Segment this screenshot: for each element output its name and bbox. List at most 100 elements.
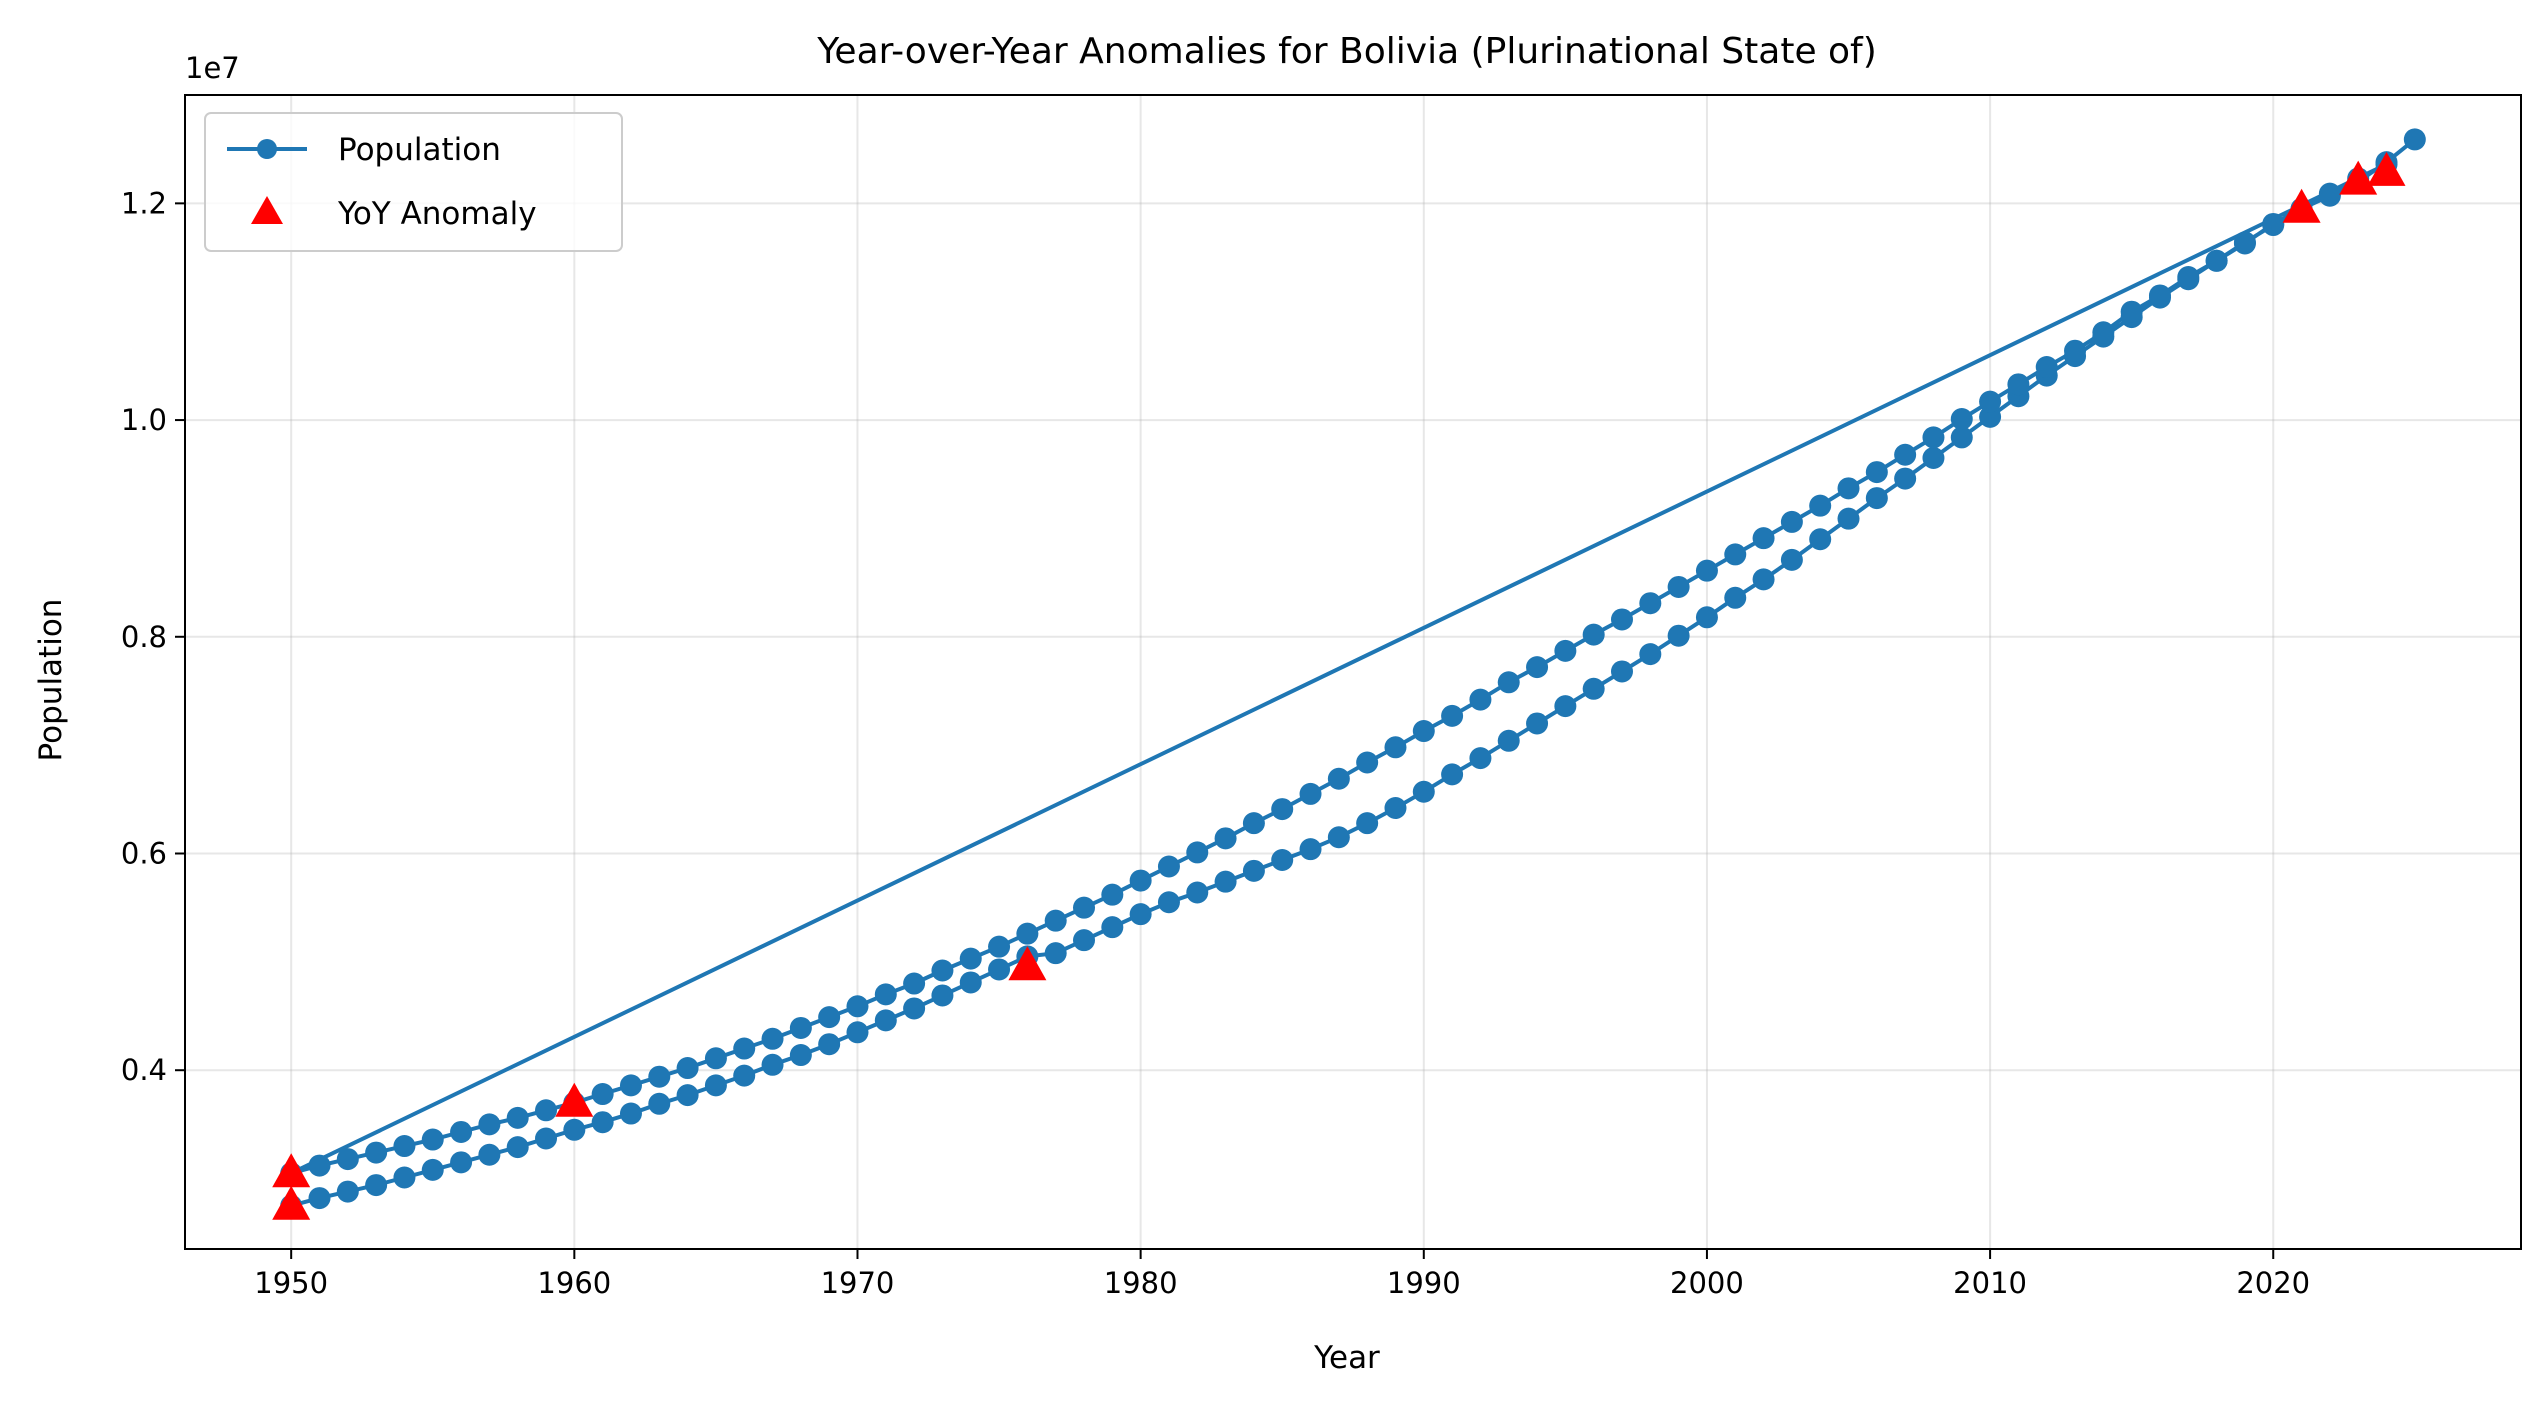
population-point — [1412, 720, 1435, 743]
y-tick-label: 0.4 — [121, 1053, 167, 1087]
x-tick-label: 1950 — [254, 1266, 328, 1300]
anomaly-point — [272, 1185, 311, 1220]
population-point — [1412, 780, 1435, 803]
anomaly-point — [2339, 160, 2378, 195]
population-point — [931, 984, 954, 1007]
population-point — [846, 995, 869, 1018]
population-point — [761, 1027, 784, 1050]
population-point — [874, 1009, 897, 1032]
population-point — [1526, 656, 1549, 679]
population-point — [1695, 559, 1718, 582]
population-point — [1950, 407, 1973, 430]
population-point — [535, 1099, 558, 1122]
x-tick-label: 2000 — [1670, 1266, 1744, 1300]
population-point — [1695, 606, 1718, 629]
population-point — [2233, 232, 2256, 255]
population-point — [676, 1084, 699, 1107]
population-point — [1865, 487, 1888, 510]
anomaly-point — [2282, 188, 2321, 223]
x-axis-label: Year — [1313, 1340, 1380, 1376]
grid — [185, 95, 2521, 1249]
population-point — [1865, 461, 1888, 484]
population-point — [704, 1074, 727, 1097]
population-point — [1441, 704, 1464, 727]
population-point — [336, 1180, 359, 1203]
series-anomaly-markers — [272, 151, 2406, 1220]
population-point — [2262, 212, 2285, 235]
population-point — [2007, 373, 2030, 396]
population-point — [903, 972, 926, 995]
legend-box — [204, 112, 623, 252]
population-point — [1073, 929, 1096, 952]
population-point — [619, 1074, 642, 1097]
population-point — [704, 1047, 727, 1070]
population-point — [1469, 688, 1492, 711]
population-point — [535, 1127, 558, 1150]
population-point — [1497, 729, 1520, 752]
population-point — [2092, 321, 2115, 344]
population-point — [308, 1187, 331, 1210]
population-point — [648, 1092, 671, 1115]
population-point — [450, 1120, 473, 1143]
population-point — [1526, 712, 1549, 735]
population-point — [1922, 426, 1945, 449]
x-tick-label: 1980 — [1104, 1266, 1178, 1300]
population-point — [1837, 507, 1860, 530]
population-point — [1242, 859, 1265, 882]
population-point — [648, 1065, 671, 1088]
y-tick-label: 0.8 — [121, 620, 167, 654]
population-point — [1327, 767, 1350, 790]
population-point — [506, 1106, 529, 1129]
population-point — [506, 1136, 529, 1159]
population-point — [1129, 869, 1152, 892]
population-point — [2035, 355, 2058, 378]
y-tick-label: 1.2 — [121, 186, 167, 220]
anomaly-point — [1008, 946, 1047, 981]
legend-population-marker — [257, 139, 277, 159]
legend: Population YoY Anomaly — [204, 112, 623, 252]
anomaly-point — [2367, 151, 2406, 186]
population-point — [1044, 942, 1067, 965]
population-point — [1809, 528, 1832, 551]
population-point — [365, 1174, 388, 1197]
plot-frame — [184, 94, 2522, 1250]
population-point — [365, 1141, 388, 1164]
population-point — [1356, 812, 1379, 835]
y-axis-offset-label: 1e7 — [185, 51, 240, 85]
population-point — [1186, 841, 1209, 864]
population-point — [1667, 624, 1690, 647]
population-point — [1724, 543, 1747, 566]
chart-title: Year-over-Year Anomalies for Bolivia (Pl… — [816, 31, 1877, 72]
population-point — [1667, 575, 1690, 598]
x-tick-label: 1960 — [537, 1266, 611, 1300]
legend-anomaly-marker — [251, 196, 283, 224]
population-point — [1950, 426, 1973, 449]
population-point — [1271, 798, 1294, 821]
population-point — [1271, 848, 1294, 871]
population-point — [1157, 891, 1180, 914]
population-point — [421, 1128, 444, 1151]
population-point — [1157, 855, 1180, 878]
population-point — [1554, 695, 1577, 718]
population-point — [1129, 903, 1152, 926]
population-point — [1044, 909, 1067, 932]
population-point — [1610, 608, 1633, 631]
population-point — [336, 1148, 359, 1171]
population-point — [393, 1135, 416, 1158]
population-point — [931, 959, 954, 982]
population-point — [450, 1151, 473, 1174]
population-point — [988, 935, 1011, 958]
population-point — [1582, 623, 1605, 646]
population-point — [1780, 548, 1803, 571]
population-point — [1073, 896, 1096, 919]
legend-label-population: Population — [338, 132, 501, 168]
population-point — [2148, 284, 2171, 307]
population-point — [1979, 405, 2002, 428]
population-point — [1809, 494, 1832, 517]
anomaly-point — [272, 1153, 311, 1188]
series-population-markers — [280, 128, 2426, 1217]
population-point — [619, 1102, 642, 1125]
y-tick-label: 1.0 — [121, 403, 167, 437]
population-point — [1384, 736, 1407, 759]
